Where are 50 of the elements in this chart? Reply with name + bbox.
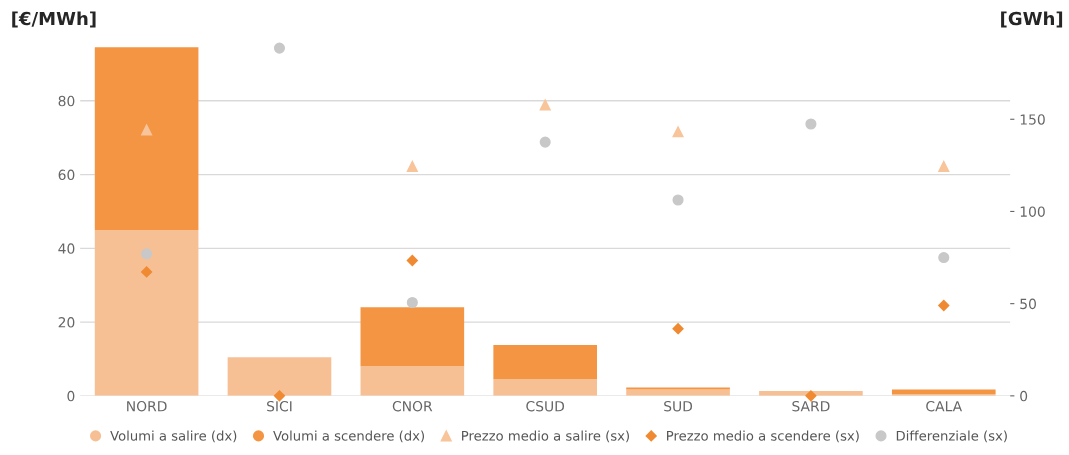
bar: [360, 366, 465, 396]
legend-label: Prezzo medio a scendere (sx): [667, 430, 859, 443]
point: [141, 124, 153, 136]
bar: [626, 389, 730, 396]
bar: [891, 389, 996, 395]
y2-axis-title: [GWh]: [1001, 11, 1063, 28]
point: [805, 118, 817, 130]
bar: [94, 47, 199, 230]
x-tick-label: CALA: [926, 400, 963, 412]
y-tick-label: 40: [58, 243, 75, 254]
point: [938, 299, 950, 312]
x-tick-label: SUD: [664, 400, 693, 412]
y-tick-label: 60: [58, 169, 75, 181]
point: [539, 136, 551, 148]
legend-label: Differenziale (sx): [896, 430, 1007, 443]
point: [672, 323, 684, 335]
y2-tick-label: 50: [1020, 298, 1036, 310]
bar: [493, 379, 598, 396]
point: [141, 266, 153, 278]
point: [141, 248, 153, 260]
y2-tick-label: 0: [1020, 390, 1028, 402]
x-tick-label: NORD: [127, 400, 167, 412]
x-tick-label: SICI: [267, 400, 292, 412]
point: [273, 390, 286, 402]
legend-label: Volumi a scendere (dx): [273, 430, 424, 443]
bar: [493, 344, 598, 380]
y-tick-label: 20: [58, 317, 75, 328]
point: [406, 296, 418, 309]
point: [672, 194, 684, 206]
point: [406, 254, 418, 267]
point: [938, 251, 950, 264]
legend-label: Volumi a salire (dx): [110, 430, 237, 443]
x-tick-label: CNOR: [392, 400, 433, 412]
bar: [360, 307, 465, 367]
y-tick-label: 80: [58, 95, 75, 107]
x-tick-label: SARD: [792, 400, 830, 412]
y-tick-label: 0: [67, 390, 75, 402]
y2-tick-label: 100: [1020, 206, 1045, 217]
point: [406, 160, 418, 173]
y-axis-title: [€/MWh]: [12, 11, 96, 28]
y2-tick-label: 150: [1020, 114, 1045, 125]
legend-label: Prezzo medio a salire (sx): [462, 430, 629, 443]
point: [273, 42, 286, 54]
x-tick-label: CSUD: [526, 400, 565, 412]
bar: [94, 229, 199, 396]
point: [672, 126, 684, 138]
bar: [227, 357, 332, 396]
point: [539, 99, 551, 111]
point: [938, 160, 950, 173]
point: [805, 390, 817, 402]
